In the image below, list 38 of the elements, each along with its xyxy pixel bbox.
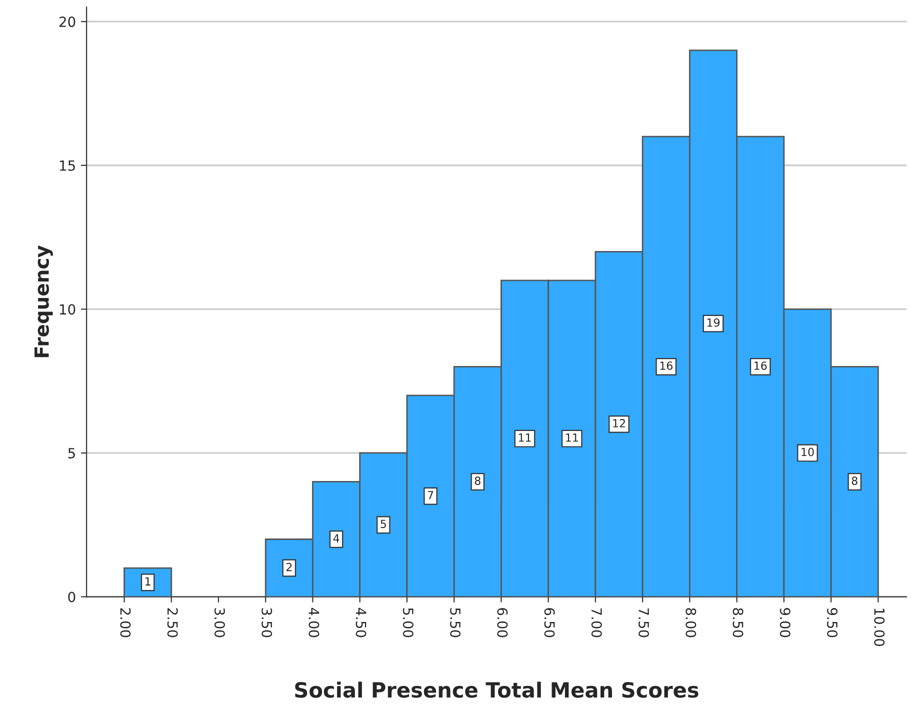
y-tick-label: 20 xyxy=(59,16,76,28)
x-tick-label: 4.00 xyxy=(308,608,320,638)
x-tick-label: 2.50 xyxy=(167,608,178,638)
data-label: 10 xyxy=(802,448,814,456)
x-tick-label: 9.00 xyxy=(780,608,790,638)
x-tick-label: 3.50 xyxy=(262,608,272,638)
x-tick-label: 5.00 xyxy=(402,608,414,638)
x-tick-label: 6.50 xyxy=(544,608,555,638)
y-tick-label: 0 xyxy=(68,592,76,602)
y-tick-label: 10 xyxy=(60,304,76,315)
data-label: 19 xyxy=(707,318,720,327)
data-label: 11 xyxy=(566,434,578,442)
x-tick-label: 4.50 xyxy=(356,608,366,638)
data-label: 5 xyxy=(380,520,386,528)
data-label: 7 xyxy=(428,491,434,500)
x-tick-label: 5.50 xyxy=(450,608,461,638)
data-label: 11 xyxy=(518,434,531,442)
data-label: 16 xyxy=(754,362,767,370)
x-axis-title: Social Presence Total Mean Scores xyxy=(295,682,698,698)
y-tick-label: 5 xyxy=(68,448,75,458)
x-tick-label: 6.00 xyxy=(497,608,508,638)
data-label: 12 xyxy=(613,419,625,428)
x-tick-label: 10.00 xyxy=(874,608,885,646)
data-label: 8 xyxy=(852,476,858,485)
data-label: 2 xyxy=(286,562,292,572)
x-tick-label: 7.00 xyxy=(591,608,602,638)
data-label: 8 xyxy=(474,476,480,485)
y-tick-label: 15 xyxy=(60,160,75,171)
x-tick-label: 2.00 xyxy=(120,608,131,638)
x-tick-label: 3.00 xyxy=(214,608,225,638)
x-tick-label: 7.50 xyxy=(638,608,650,638)
x-tick-label: 9.50 xyxy=(827,608,838,638)
data-label: 4 xyxy=(333,534,340,542)
x-tick-label: 8.50 xyxy=(732,608,744,638)
data-label: 1 xyxy=(145,577,150,586)
data-label: 16 xyxy=(660,362,672,370)
y-axis-title: Frequency xyxy=(34,245,53,358)
x-tick-label: 8.00 xyxy=(686,608,696,638)
